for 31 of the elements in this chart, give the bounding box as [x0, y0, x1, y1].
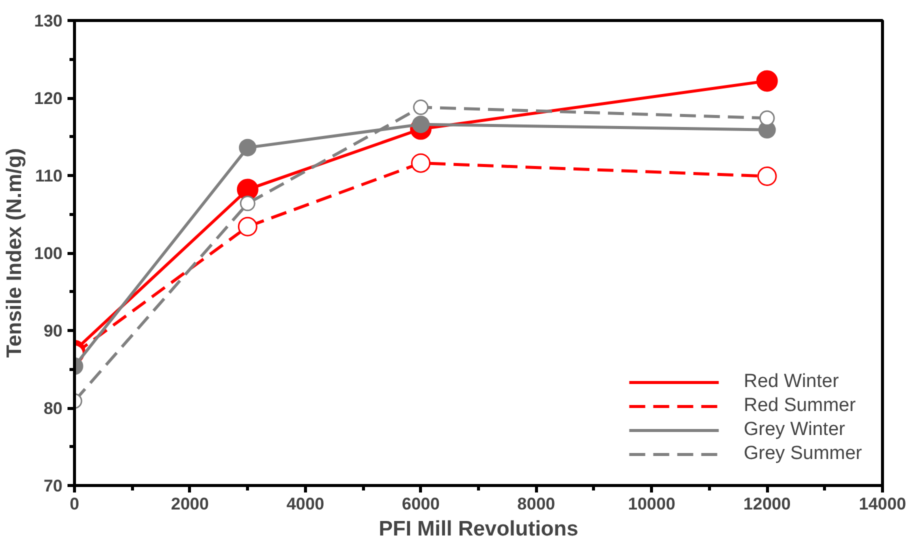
y-tick-label: 130	[34, 12, 63, 30]
y-tick-label: 110	[35, 166, 63, 186]
x-tick-label: 0	[70, 494, 80, 514]
y-tick-label: 70	[44, 476, 63, 496]
y-tick-label: 100	[34, 244, 63, 263]
legend-label: Grey Winter	[744, 419, 846, 441]
point	[240, 196, 256, 212]
y-tick-label: 90	[44, 322, 63, 340]
x-tick-label: 8000	[517, 494, 556, 514]
point	[238, 138, 256, 156]
x-tick-label: 14000	[858, 494, 906, 514]
point	[756, 70, 778, 92]
y-tick-label: 120	[34, 89, 63, 108]
point	[413, 100, 429, 116]
x-axis-title: PFI Mill Revolutions	[378, 518, 578, 540]
point	[411, 153, 431, 173]
legend-label: Red Summer	[744, 395, 856, 417]
y-tick-label: 80	[44, 399, 63, 418]
point	[759, 110, 775, 126]
x-tick-label: 4000	[286, 494, 324, 514]
point	[757, 166, 777, 186]
point	[236, 178, 258, 200]
x-tick-label: 12000	[743, 494, 791, 514]
y-axis-title: Tensile Index (N.m/g)	[3, 148, 26, 358]
x-tick-label: 6000	[402, 494, 440, 514]
point	[412, 116, 430, 134]
x-tick-label: 2000	[171, 494, 209, 514]
legend-label: Grey Summer	[744, 443, 862, 465]
x-tick-label: 10000	[628, 494, 676, 514]
point	[238, 216, 258, 236]
legend-label: Red Winter	[744, 371, 839, 393]
